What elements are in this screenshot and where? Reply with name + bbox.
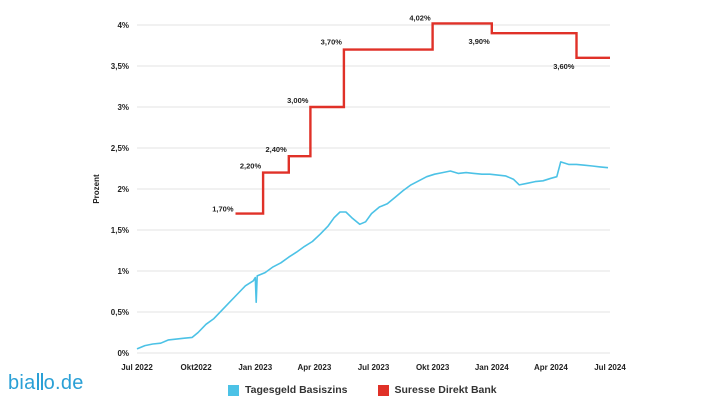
rate-chart: 0% 0,5% 1% 1,5% 2% 2,5% 3% 3,5% 4% Jul 2022 Okt20… [92,13,626,372]
data-label: 3,00% [287,96,309,105]
logo-text-prefix: bia [8,372,36,394]
x-tick-label: Jan 2023 [238,363,272,372]
x-axis-ticks: Jul 2022 Okt2022 Jan 2023 Apr 2023 Jul 2023 O… [121,363,626,372]
data-label: 3,60% [553,62,575,71]
logo-text-suffix: o.de [43,372,84,394]
data-label: 4,02% [409,13,431,22]
x-tick-label: Jul 2023 [358,363,390,372]
data-labels: 1,70% 2,20%2,40% 3,00% 3,70% 4,02% 3,90% 3,60% [212,13,575,213]
data-label: 3,90% [468,37,490,46]
y-tick-label: 2% [117,185,129,194]
legend-swatch-suresse [377,384,389,396]
x-tick-label: Apr 2024 [534,363,568,372]
y-tick-label: 1,5% [111,226,129,235]
y-axis-ticks: 0% 0,5% 1% 1,5% 2% 2,5% 3% 3,5% 4% [111,21,129,358]
logo-bar [40,373,43,390]
series-line-suresse [235,22,610,215]
data-label: 2,20% [240,162,262,171]
x-tick-label: Okt 2023 [416,363,450,372]
legend-item-suresse[interactable]: Suresse Direkt Bank [377,384,497,396]
y-tick-label: 0,5% [111,308,129,317]
x-tick-label: Okt2022 [181,363,213,372]
legend-item-tagesgeld[interactable]: Tagesgeld Basiszins [228,384,348,396]
y-tick-label: 2,5% [111,144,129,153]
legend-label-suresse: Suresse Direkt Bank [394,384,497,396]
y-axis-label: Prozent [92,174,101,204]
x-tick-label: Jul 2024 [594,363,626,372]
x-tick-label: Jan 2024 [475,363,509,372]
grid-lines [137,24,610,354]
logo-bar [36,373,39,390]
series-line-tagesgeld [136,161,609,350]
data-label: 3,70% [321,38,343,47]
x-tick-label: Jul 2022 [121,363,153,372]
biallo-logo[interactable]: bia o.de [8,372,84,395]
series-lines [136,22,610,350]
data-label: 2,40% [265,145,287,154]
legend: Tagesgeld Basiszins Suresse Direkt Bank [228,384,497,396]
y-tick-label: 3% [117,103,129,112]
legend-swatch-tagesgeld [228,384,239,396]
y-tick-label: 1% [117,267,129,276]
x-tick-label: Apr 2023 [297,363,331,372]
y-tick-label: 0% [117,349,129,358]
data-label: 1,70% [212,205,234,214]
y-tick-label: 4% [117,21,129,30]
legend-label-tagesgeld: Tagesgeld Basiszins [245,384,348,396]
y-tick-label: 3,5% [111,62,129,71]
